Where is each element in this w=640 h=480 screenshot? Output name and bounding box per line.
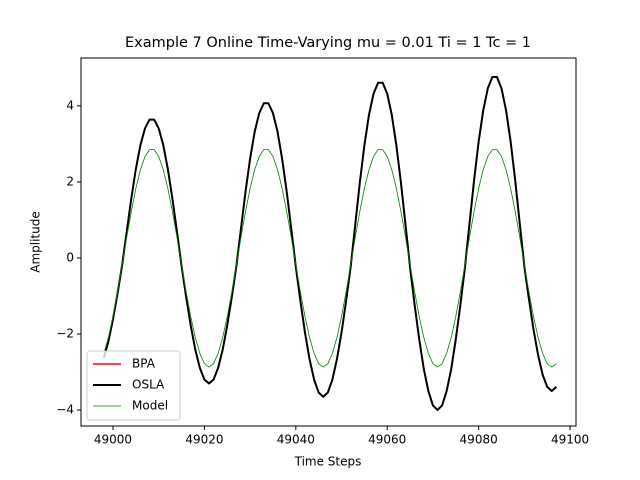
- y-tick-label: 2: [66, 174, 74, 188]
- x-tick-label: 49000: [94, 433, 132, 447]
- x-axis-label: Time Steps: [294, 455, 362, 469]
- x-tick-label: 49080: [460, 433, 498, 447]
- y-tick-label: −4: [56, 403, 74, 417]
- series-line: [103, 149, 557, 368]
- legend-label: Model: [132, 399, 168, 413]
- legend-label: OSLA: [132, 378, 165, 392]
- y-tick-label: 0: [66, 250, 74, 264]
- x-tick-label: 49040: [277, 433, 315, 447]
- legend-label: BPA: [132, 357, 156, 371]
- axes-frame: [80, 57, 577, 427]
- x-tick-label: 49060: [368, 433, 406, 447]
- y-tick-label: −2: [56, 327, 74, 341]
- legend-box: [86, 350, 181, 421]
- y-axis-label: Amplitude: [29, 211, 43, 273]
- chart-title: Example 7 Online Time-Varying mu = 0.01 …: [125, 35, 531, 51]
- y-tick-label: 4: [66, 98, 74, 112]
- x-tick-label: 49100: [551, 433, 589, 447]
- x-tick-label: 49020: [185, 433, 223, 447]
